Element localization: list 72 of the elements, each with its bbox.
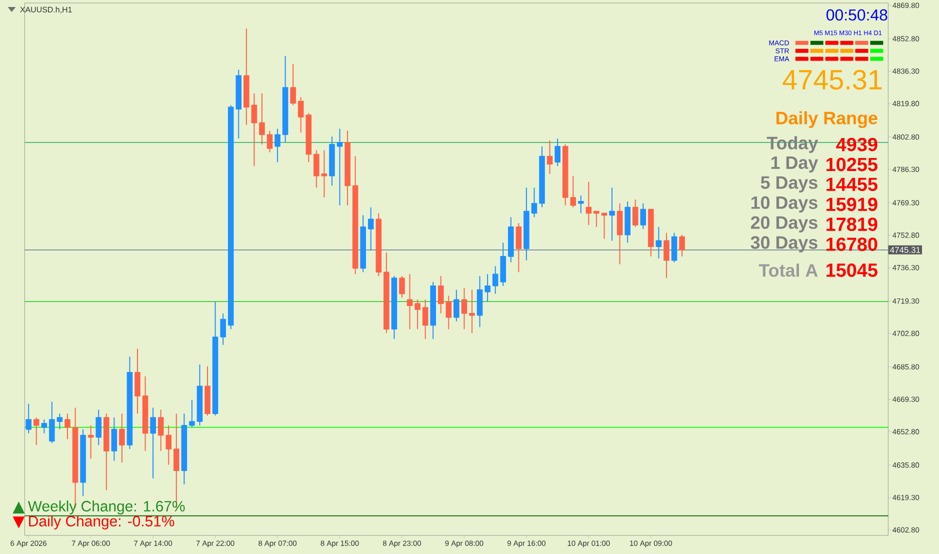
annotation: 30 Days	[750, 236, 818, 252]
candlestick	[609, 186, 615, 242]
annotation: 20 Days	[750, 216, 818, 232]
annotation: 14455	[826, 178, 878, 191]
annotation: 10255	[826, 158, 878, 172]
candlestick	[679, 234, 685, 257]
candlestick	[49, 401, 55, 444]
candlestick	[422, 298, 428, 340]
candlestick	[586, 181, 592, 226]
candlestick	[266, 130, 273, 153]
candlestick	[64, 412, 70, 440]
candlestick	[119, 412, 125, 464]
candlestick	[166, 424, 172, 466]
annotation: 1 Day	[771, 156, 818, 172]
candlestick	[321, 150, 328, 198]
ref-line-label: 4745.31	[890, 246, 920, 253]
candlestick	[406, 273, 413, 330]
candlestick	[314, 150, 320, 188]
candlestick	[546, 140, 553, 174]
candlestick	[290, 63, 296, 106]
candlestick	[158, 409, 164, 452]
candlestick	[33, 416, 40, 446]
candlestick	[578, 194, 584, 214]
candlestick	[640, 202, 646, 230]
candlestick	[594, 210, 600, 228]
candlestick	[26, 403, 32, 434]
candlestick	[469, 289, 475, 334]
candlestick	[56, 412, 63, 430]
candlestick	[189, 399, 195, 428]
candlestick	[484, 273, 490, 302]
candlestick	[616, 202, 623, 265]
candlestick	[531, 186, 538, 218]
candlestick	[438, 275, 444, 314]
candlestick	[454, 289, 460, 322]
candlestick	[656, 226, 662, 259]
candlestick	[414, 298, 420, 330]
candlestick	[399, 275, 405, 298]
candlestick	[516, 222, 522, 272]
candlestick	[88, 424, 94, 460]
annotation: 00:50:48	[826, 9, 888, 20]
candlestick	[368, 206, 374, 251]
candlestick	[601, 212, 608, 240]
annotation: Daily Range	[776, 111, 878, 128]
annotation: 16780	[826, 237, 878, 251]
annotation: Total A	[758, 263, 818, 277]
annotation: 15919	[826, 198, 878, 211]
annotation: Weekly Change: 1.67%	[28, 500, 185, 514]
annotation: Daily Change: -0.51%	[29, 515, 174, 530]
annotation: 10 Days	[751, 196, 818, 212]
candlestick	[336, 128, 343, 206]
candlestick	[274, 128, 280, 162]
candlestick	[259, 92, 265, 145]
annotation: 5 Days	[760, 176, 818, 192]
candlestick	[664, 232, 670, 278]
candlestick	[632, 198, 638, 228]
annotation: 15045	[826, 263, 878, 277]
candlestick	[111, 416, 118, 462]
candlestick	[570, 175, 576, 208]
candlestick	[446, 295, 452, 330]
candlestick	[554, 138, 560, 166]
candlestick	[96, 409, 102, 446]
candlestick	[134, 348, 140, 414]
candlestick	[492, 266, 498, 294]
annotation: 4745.31	[782, 70, 882, 90]
candlestick	[150, 407, 156, 479]
annotation: 17819	[826, 217, 878, 231]
candlestick	[41, 418, 48, 434]
candlestick	[298, 96, 304, 133]
candlestick	[461, 287, 468, 330]
candlestick	[220, 312, 226, 346]
candlestick	[671, 232, 678, 263]
candlestick	[251, 92, 258, 166]
